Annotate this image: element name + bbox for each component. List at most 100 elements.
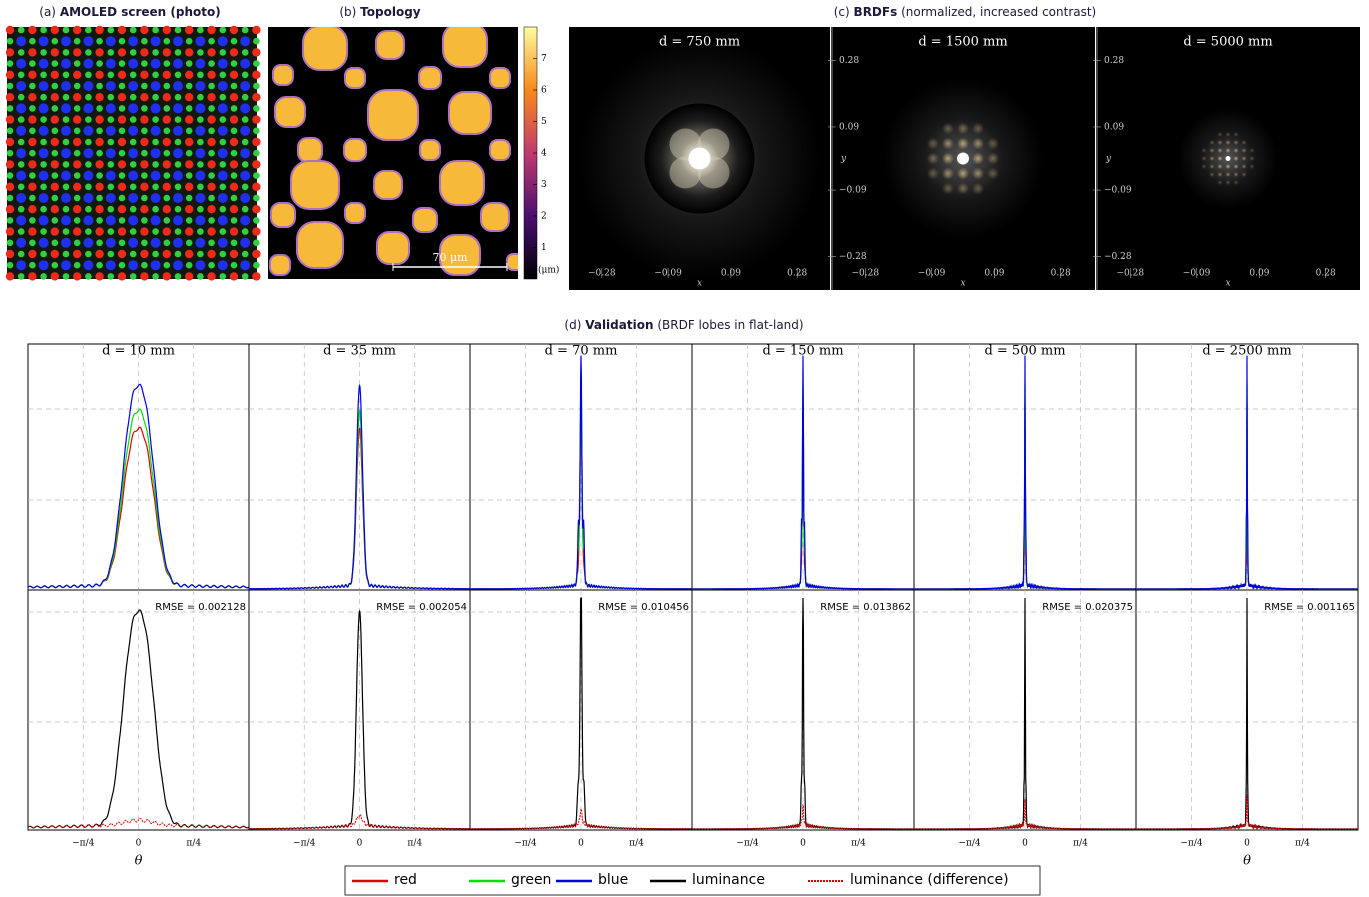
subpixel — [128, 125, 139, 136]
subpixel — [185, 105, 193, 112]
subpixel — [197, 183, 204, 191]
subpixel — [50, 137, 59, 147]
subpixel — [197, 49, 204, 56]
subpixel — [197, 228, 204, 235]
subpixel — [197, 161, 204, 168]
subpixel — [16, 260, 27, 271]
subpixel — [174, 250, 182, 258]
subpixel — [62, 71, 70, 79]
subpixel — [96, 82, 103, 90]
subpixel — [107, 26, 115, 34]
subpixel — [62, 205, 70, 213]
subpixel — [173, 103, 183, 114]
subpixel — [62, 49, 70, 56]
lobe — [972, 152, 984, 165]
subpixel — [217, 237, 228, 248]
subpixel — [152, 250, 159, 258]
subpixel — [6, 82, 14, 90]
subpixel — [107, 138, 115, 146]
panel-caption: (c) BRDFs (normalized, increased contras… — [834, 5, 1097, 19]
subpixel — [241, 49, 249, 56]
lobe — [1217, 180, 1223, 185]
subpixel — [85, 228, 92, 235]
rmse: RMSE = 0.010456 — [598, 602, 689, 613]
subpixel — [6, 105, 14, 112]
lobe — [1217, 148, 1223, 153]
subpixel — [207, 272, 216, 281]
lobe — [1209, 172, 1215, 177]
subpixel — [17, 93, 25, 101]
subpixel — [217, 36, 228, 47]
subpixel — [208, 82, 215, 90]
subpixel — [105, 103, 116, 114]
subpixel — [73, 149, 81, 157]
subpixel — [152, 161, 159, 168]
subpixel — [61, 170, 71, 181]
subpixel — [17, 71, 25, 79]
curve — [914, 597, 1136, 830]
subpixel — [50, 70, 59, 80]
subpixel — [195, 103, 206, 114]
subpixel — [73, 182, 82, 191]
subpixel — [118, 127, 126, 135]
blob — [272, 64, 294, 86]
legend-box — [344, 865, 1041, 896]
subpixel — [241, 273, 249, 280]
subpixel — [197, 116, 204, 123]
subpixel — [141, 37, 148, 45]
x-tick-label: −0.28 — [588, 269, 616, 279]
subpixel — [29, 149, 36, 157]
subpixel — [252, 25, 261, 35]
lobe — [972, 122, 984, 135]
subpixel — [96, 172, 103, 179]
subpixel — [152, 93, 159, 101]
subpixel — [51, 127, 59, 135]
subpixel — [240, 260, 251, 271]
subpixel — [173, 215, 183, 226]
lobe — [1225, 140, 1231, 145]
subpixel — [252, 249, 261, 259]
subpixel — [96, 127, 103, 135]
subpixel — [73, 239, 81, 247]
subpixel — [117, 205, 127, 214]
subpixel — [96, 149, 103, 157]
subpixel — [230, 149, 238, 157]
subpixel — [219, 93, 227, 101]
subpixel — [173, 148, 183, 159]
subpixel — [240, 148, 251, 159]
subpixel — [28, 137, 37, 147]
subpixel — [62, 93, 70, 101]
subpixel — [5, 115, 15, 124]
subpixel — [105, 170, 116, 181]
subpixel — [195, 215, 206, 226]
subpixel — [95, 48, 104, 57]
subpixel — [185, 37, 193, 45]
subpixel — [229, 249, 239, 259]
y-label: y — [840, 154, 847, 164]
subpixel — [50, 160, 59, 169]
x-label: θ — [135, 854, 143, 869]
subpixel — [207, 160, 216, 169]
panel-caption: (b) Topology — [339, 5, 420, 19]
subpixel — [73, 25, 82, 35]
x-tick-label: 0.09 — [1249, 269, 1269, 279]
subpixel — [150, 260, 161, 271]
subpixel — [117, 70, 127, 80]
subpixel — [185, 149, 193, 157]
subpixel — [241, 183, 249, 191]
y-tick-label: 0.09 — [839, 122, 859, 132]
subpixel — [73, 70, 82, 80]
lobe — [1241, 172, 1247, 177]
subpixel — [83, 148, 94, 159]
subpixel — [128, 237, 139, 248]
view-title: d = 1500 mm — [918, 35, 1007, 50]
subpixel — [28, 115, 37, 124]
center — [1225, 156, 1231, 161]
subpixel — [173, 36, 183, 47]
subpixel — [185, 272, 194, 281]
subpixel — [16, 58, 27, 69]
subpixel — [152, 116, 159, 123]
rmse: RMSE = 0.013862 — [820, 602, 911, 613]
subpixel — [140, 205, 149, 214]
subpixel — [73, 217, 81, 224]
